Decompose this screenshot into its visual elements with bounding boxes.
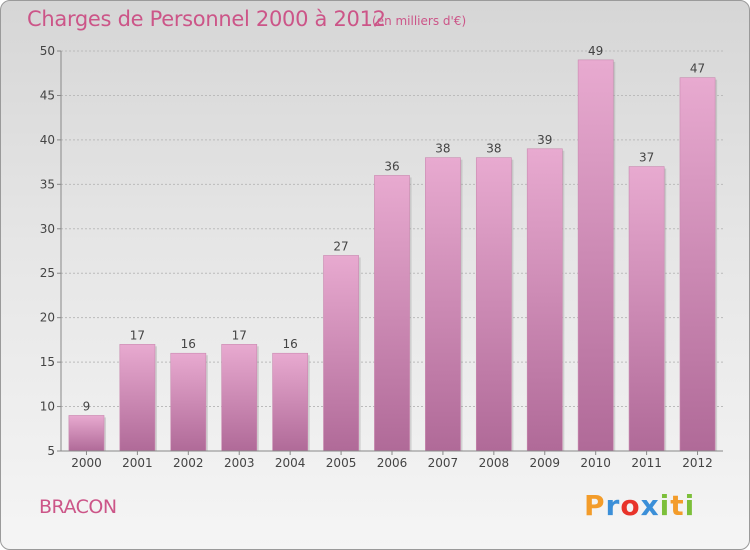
logo-letter: P <box>584 489 606 522</box>
chart-title: Charges de Personnel 2000 à 2012 <box>27 7 386 31</box>
x-tick-label: 2001 <box>122 456 153 470</box>
y-tick-label: 30 <box>40 222 55 236</box>
x-tick-label: 2002 <box>173 456 204 470</box>
logo-letter: o <box>620 489 641 522</box>
bar[interactable] <box>475 157 512 452</box>
x-tick-label: 2010 <box>580 456 611 470</box>
bar-value-label: 36 <box>384 159 399 173</box>
y-tick-label: 50 <box>40 44 55 58</box>
y-tick-label: 45 <box>40 88 55 102</box>
logo-letter: t <box>670 489 685 522</box>
bar-value-label: 17 <box>232 328 247 342</box>
logo-letter: i <box>659 489 671 522</box>
x-tick-label: 2009 <box>529 456 560 470</box>
bar[interactable] <box>323 255 359 452</box>
y-tick-label: 15 <box>40 355 55 369</box>
place-name: BRACON <box>39 496 117 518</box>
x-tick-label: 2003 <box>224 456 255 470</box>
x-tick-label: 2011 <box>631 456 662 470</box>
bar[interactable] <box>119 344 156 452</box>
bar-value-label: 16 <box>181 337 196 351</box>
bar[interactable] <box>68 415 105 452</box>
bar-value-label: 17 <box>130 328 145 342</box>
y-tick-label: 40 <box>40 133 55 147</box>
bar-value-label: 9 <box>83 399 91 413</box>
bar-value-label: 38 <box>435 142 450 156</box>
bar-value-label: 27 <box>333 239 348 253</box>
axes <box>57 50 723 455</box>
bar-value-label: 39 <box>537 133 552 147</box>
x-tick-label: 2004 <box>275 456 306 470</box>
bar[interactable] <box>425 157 461 452</box>
bar-value-label: 49 <box>588 44 603 58</box>
bar[interactable] <box>170 352 207 452</box>
bar[interactable] <box>679 77 716 452</box>
bar[interactable] <box>577 59 614 452</box>
x-tick-label: 2007 <box>428 456 459 470</box>
x-tick-label: 2008 <box>479 456 510 470</box>
bar[interactable] <box>272 352 309 452</box>
y-tick-label: 20 <box>40 311 55 325</box>
logo-letter: x <box>640 489 660 522</box>
x-tick-label: 2005 <box>326 456 357 470</box>
bar-value-label: 16 <box>283 337 298 351</box>
x-tick-label: 2000 <box>71 456 102 470</box>
y-tick-label: 5 <box>47 444 55 458</box>
bar[interactable] <box>221 344 258 452</box>
bar[interactable] <box>628 166 665 452</box>
bar-value-label: 47 <box>690 62 705 76</box>
bar-value-label: 38 <box>486 142 501 156</box>
logo-letter: r <box>605 489 621 522</box>
bar-value-label: 37 <box>639 151 654 165</box>
bars <box>68 59 718 452</box>
logo-letter: i <box>684 489 696 522</box>
chart-subtitle: (en milliers d'€) <box>372 14 467 28</box>
x-tick-label: 2006 <box>377 456 408 470</box>
y-tick-label: 10 <box>40 400 55 414</box>
y-tick-label: 35 <box>40 177 55 191</box>
labels: 5 10 15 20 25 30 35 40 45 50 2000 9 2001 17 2002 16 2003… <box>40 44 713 470</box>
y-tick-label: 25 <box>40 266 55 280</box>
proxiti-logo[interactable]: Proxiti <box>584 489 695 522</box>
bar[interactable] <box>374 175 410 452</box>
x-tick-label: 2012 <box>682 456 713 470</box>
bar[interactable] <box>526 148 563 452</box>
